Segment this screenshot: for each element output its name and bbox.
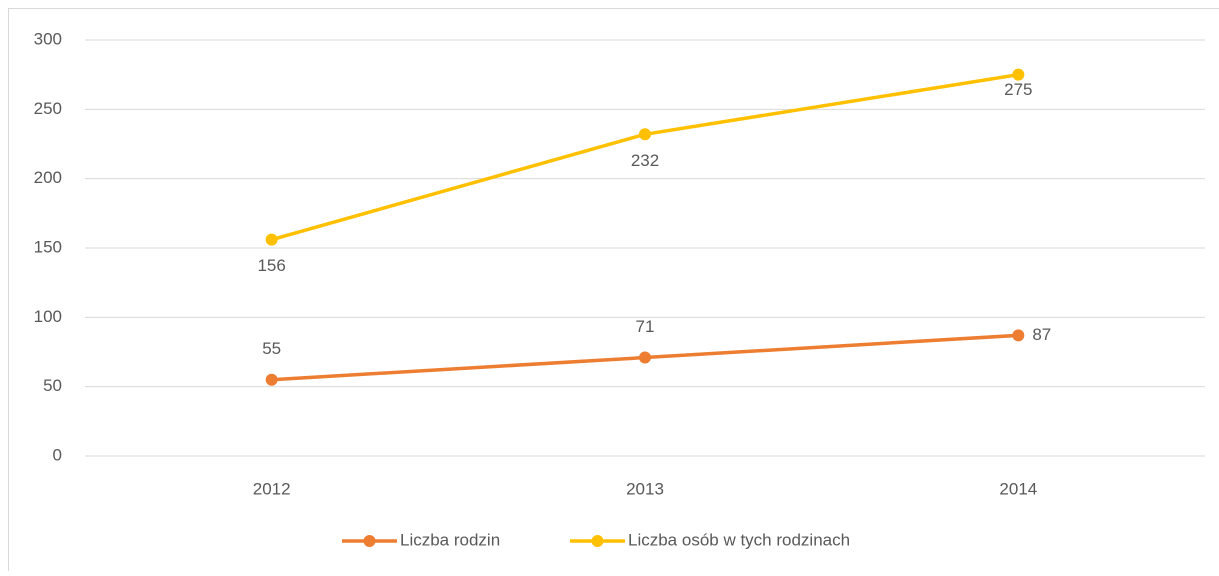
marker [639, 352, 651, 364]
marker [266, 374, 278, 386]
legend-marker [364, 535, 376, 547]
x-tick-label: 2012 [253, 479, 291, 498]
data-label: 232 [631, 151, 659, 170]
data-label: 55 [262, 339, 281, 358]
x-tick-label: 2014 [999, 479, 1037, 498]
y-tick-label: 250 [34, 99, 62, 118]
chart-border [9, 9, 1219, 572]
y-tick-label: 0 [53, 445, 62, 464]
y-tick-label: 100 [34, 307, 62, 326]
y-tick-label: 50 [43, 376, 62, 395]
legend-label: Liczba rodzin [400, 530, 500, 549]
marker [1012, 69, 1024, 81]
x-tick-label: 2013 [626, 479, 664, 498]
y-tick-label: 150 [34, 237, 62, 256]
y-tick-label: 200 [34, 168, 62, 187]
y-tick-label: 300 [34, 29, 62, 48]
data-label: 275 [1004, 80, 1032, 99]
marker [266, 234, 278, 246]
data-label: 87 [1032, 325, 1051, 344]
data-label: 156 [257, 256, 285, 275]
marker [1012, 329, 1024, 341]
legend-label: Liczba osób w tych rodzinach [628, 530, 850, 549]
marker [639, 128, 651, 140]
legend-marker [592, 535, 604, 547]
data-label: 71 [636, 317, 655, 336]
